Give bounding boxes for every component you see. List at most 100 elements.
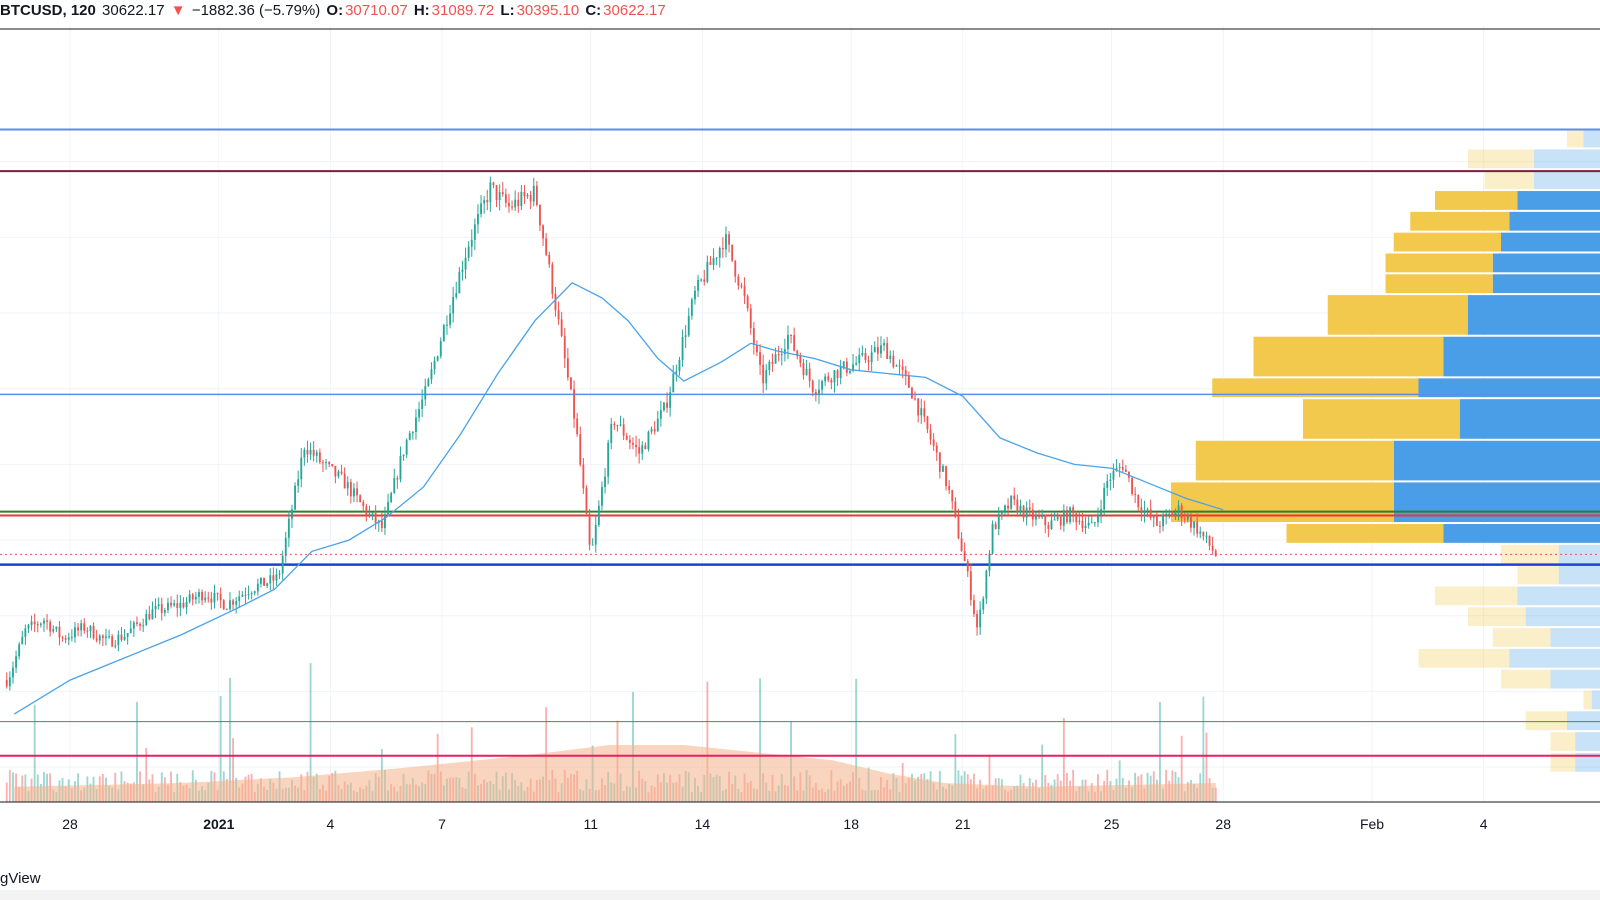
candle-down	[49, 621, 52, 632]
volume-bar	[1062, 717, 1065, 802]
volume-profile-up	[1583, 690, 1592, 710]
candle-up	[1025, 507, 1028, 518]
candle-down	[960, 538, 963, 552]
candle-up	[818, 389, 820, 395]
volume-profile-up	[1468, 149, 1534, 169]
volume-profile-down	[1575, 732, 1600, 751]
candle-down	[328, 462, 331, 465]
candle-up	[855, 363, 858, 365]
candle-up	[132, 622, 135, 629]
volume-profile-down	[1517, 191, 1600, 210]
volume-profile-up	[1385, 274, 1493, 294]
candle-up	[498, 191, 501, 201]
volume-profile-up	[1484, 170, 1534, 190]
candle-up	[114, 645, 117, 647]
candle-down	[948, 486, 951, 491]
volume-profile	[1171, 130, 1600, 772]
candle-up	[436, 356, 439, 361]
candle-down	[36, 624, 39, 626]
candle-down	[486, 200, 489, 203]
candle-up	[405, 439, 408, 455]
candle-up	[384, 514, 386, 529]
candle-down	[170, 602, 172, 606]
candle-up	[287, 518, 290, 538]
close-label: C:	[585, 2, 602, 19]
candle-up	[895, 365, 898, 367]
candle-down	[5, 680, 8, 687]
price-chart[interactable]: 28 2021 4 7 11 14 18 21 25 28 Feb 4	[0, 26, 1600, 860]
candle-up	[117, 634, 120, 646]
low-label: L:	[500, 2, 515, 19]
candle-up	[591, 544, 594, 546]
candle-up	[449, 313, 451, 325]
candle-down	[734, 260, 737, 277]
candle-down	[951, 490, 954, 502]
candle-down	[201, 592, 203, 601]
volume-bar	[1180, 735, 1183, 802]
candle-up	[309, 449, 312, 455]
candle-up	[1152, 516, 1155, 518]
candle-down	[740, 285, 743, 287]
candle-up	[1115, 467, 1118, 471]
candle-up	[337, 471, 340, 477]
candle-up	[774, 354, 777, 364]
candle-up	[1062, 510, 1065, 526]
symbol-header: BTCUSD, 120 30622.17 ▼ −1882.36 (−5.79%)…	[0, 0, 1600, 24]
candle-up	[861, 352, 864, 356]
candle-down	[563, 335, 566, 359]
volume-bar	[1118, 760, 1121, 802]
candle-down	[579, 434, 582, 465]
candle-down	[1214, 550, 1217, 556]
volume-profile-down	[1517, 586, 1600, 606]
candle-up	[991, 523, 994, 554]
candle-down	[191, 594, 194, 600]
volume-profile-up	[1303, 399, 1460, 439]
candle-up	[247, 593, 250, 595]
candle-up	[250, 593, 253, 595]
candle-down	[808, 368, 811, 381]
candle-up	[1199, 531, 1202, 534]
candle-down	[1149, 509, 1152, 518]
volume-bar	[1159, 701, 1161, 802]
candle-down	[535, 185, 538, 205]
open-value: 30710.07	[345, 2, 408, 19]
candle-up	[1010, 495, 1013, 509]
volume-bar	[706, 681, 709, 802]
candle-up	[458, 271, 461, 294]
candle-up	[98, 635, 101, 641]
symbol-label[interactable]: BTCUSD, 120	[0, 2, 96, 19]
candle-down	[570, 377, 572, 390]
volume-bar	[5, 782, 8, 802]
candle-down	[709, 261, 712, 265]
volume-profile-down	[1567, 711, 1600, 731]
candle-up	[1041, 516, 1044, 518]
open-label: O:	[326, 2, 344, 19]
candle-up	[1097, 514, 1099, 523]
candle-up	[253, 591, 256, 594]
candle-up	[669, 392, 672, 408]
candle-down	[1131, 477, 1133, 494]
candle-up	[185, 601, 188, 608]
candle-up	[439, 341, 442, 357]
x-axis-tick-label: 2021	[203, 816, 234, 832]
volume-bar	[33, 704, 36, 802]
candle-down	[957, 515, 960, 539]
candle-up	[346, 482, 349, 489]
volume-bar	[855, 678, 858, 802]
candle-up	[765, 370, 768, 384]
candle-up	[650, 428, 653, 432]
candle-down	[517, 199, 520, 207]
candle-up	[597, 505, 600, 525]
candle-down	[33, 621, 36, 625]
candle-down	[210, 598, 213, 603]
volume-profile-down	[1575, 752, 1600, 772]
volume-bar	[309, 663, 312, 802]
candle-up	[783, 349, 786, 355]
candle-down	[914, 398, 916, 400]
volume-profile-down	[1393, 440, 1600, 481]
candle-down	[756, 344, 758, 353]
candle-up	[18, 644, 21, 657]
candle-down	[864, 352, 867, 361]
candle-up	[700, 279, 703, 281]
candle-down	[731, 244, 734, 261]
